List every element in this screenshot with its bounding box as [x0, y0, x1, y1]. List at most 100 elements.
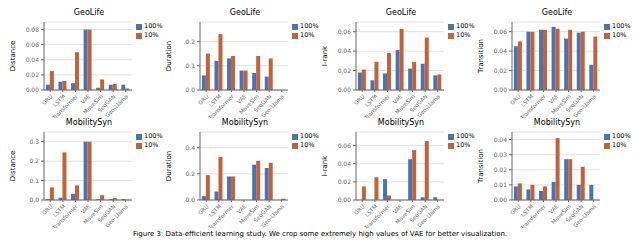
svg-text:MoveSim: MoveSim	[394, 203, 416, 226]
svg-text:0.06: 0.06	[494, 28, 508, 35]
svg-text:VAE: VAE	[391, 93, 404, 105]
html-text:Distance: Distance	[9, 40, 17, 72]
svg-text:0.1: 0.1	[29, 177, 39, 184]
svg-text:MoveSim: MoveSim	[394, 93, 416, 116]
svg-text:LSTM: LSTM	[51, 203, 67, 218]
svg-text:Transformer: Transformer	[207, 203, 236, 228]
svg-text:0.2: 0.2	[185, 38, 195, 45]
svg-text:0.02: 0.02	[338, 178, 352, 185]
svg-text:LSTM: LSTM	[207, 93, 223, 108]
svg-text:Transformer: Transformer	[51, 93, 80, 118]
svg-text:SeqGAN: SeqGAN	[408, 93, 429, 114]
svg-text:0.00: 0.00	[494, 86, 508, 93]
svg-text:0.00: 0.00	[26, 86, 40, 93]
svg-text:GRU: GRU	[40, 203, 54, 216]
svg-text:Geo-Llama: Geo-Llama	[572, 203, 597, 228]
svg-text:MoveSim: MoveSim	[238, 93, 260, 116]
svg-text:VAE: VAE	[79, 203, 92, 215]
html-text:MobilitySyn: MobilitySyn	[533, 118, 581, 127]
svg-text:LSTM: LSTM	[519, 93, 535, 108]
svg-text:Geo-Llama: Geo-Llama	[416, 203, 441, 228]
html-text:Duration: Duration	[165, 40, 173, 72]
svg-text:0.04: 0.04	[338, 160, 352, 167]
html-text:MobilitySyn: MobilitySyn	[65, 118, 113, 127]
svg-text:SeqGAN: SeqGAN	[96, 203, 117, 224]
svg-text:0.00: 0.00	[494, 196, 508, 203]
svg-text:0.08: 0.08	[26, 26, 40, 33]
svg-text:LSTM: LSTM	[363, 203, 379, 218]
svg-text:VAE: VAE	[547, 203, 560, 215]
svg-text:0.00: 0.00	[338, 196, 352, 203]
svg-text:0.06: 0.06	[338, 142, 352, 149]
svg-text:MoveSim: MoveSim	[82, 93, 104, 116]
svg-text:MoveSim: MoveSim	[238, 203, 260, 226]
svg-text:VAE: VAE	[547, 93, 560, 105]
svg-text:Geo-Llama: Geo-Llama	[260, 203, 285, 228]
svg-text:LSTM: LSTM	[363, 93, 379, 108]
svg-text:0.06: 0.06	[26, 41, 40, 48]
svg-text:Transformer: Transformer	[51, 203, 80, 228]
html-text:GeoLife: GeoLife	[73, 8, 105, 17]
svg-text:0.06: 0.06	[338, 28, 352, 35]
svg-text:Geo-Llama: Geo-Llama	[416, 93, 441, 118]
svg-text:GRU: GRU	[40, 93, 54, 106]
svg-text:0.02: 0.02	[494, 67, 508, 74]
svg-text:SeqGAN: SeqGAN	[564, 203, 585, 224]
svg-text:0.03: 0.03	[494, 151, 508, 158]
svg-text:LSTM: LSTM	[51, 93, 67, 108]
svg-text:Geo-Llama: Geo-Llama	[260, 93, 285, 118]
svg-text:GRU: GRU	[196, 203, 210, 216]
svg-text:Transformer: Transformer	[519, 203, 548, 228]
svg-text:0.02: 0.02	[26, 71, 40, 78]
svg-text:0.2: 0.2	[29, 157, 39, 164]
svg-text:0.2: 0.2	[185, 170, 195, 177]
svg-text:0.04: 0.04	[494, 136, 508, 143]
svg-text:VAE: VAE	[235, 93, 248, 105]
svg-text:VAE: VAE	[391, 203, 404, 215]
svg-text:0.0: 0.0	[185, 196, 195, 203]
svg-text:MoveSim: MoveSim	[82, 203, 104, 226]
svg-text:MoveSim: MoveSim	[550, 93, 572, 116]
html-text:MobilitySyn: MobilitySyn	[221, 118, 269, 127]
svg-text:0.1: 0.1	[185, 62, 195, 69]
svg-text:Geo-Llama: Geo-Llama	[572, 93, 597, 118]
svg-text:GRU: GRU	[352, 93, 366, 106]
svg-text:GRU: GRU	[508, 93, 522, 106]
svg-text:GRU: GRU	[196, 93, 210, 106]
svg-text:0.0: 0.0	[29, 196, 39, 203]
svg-text:Geo-Llama: Geo-Llama	[104, 203, 129, 228]
html-text:GeoLife: GeoLife	[385, 8, 417, 17]
svg-text:0.04: 0.04	[26, 56, 40, 63]
svg-text:VAE: VAE	[79, 93, 92, 105]
svg-text:0.02: 0.02	[338, 67, 352, 74]
html-text:GeoLife: GeoLife	[541, 8, 573, 17]
svg-text:0.00: 0.00	[338, 86, 352, 93]
svg-text:SeqGAN: SeqGAN	[564, 93, 585, 114]
svg-text:SeqGAN: SeqGAN	[408, 203, 429, 224]
svg-text:0.02: 0.02	[494, 166, 508, 173]
html-text:100%: 100%	[144, 22, 163, 30]
svg-text:LSTM: LSTM	[519, 203, 535, 218]
svg-text:0.04: 0.04	[338, 47, 352, 54]
svg-text:VAE: VAE	[235, 203, 248, 215]
svg-text:Transformer: Transformer	[363, 93, 392, 118]
svg-text:0.4: 0.4	[185, 144, 195, 151]
svg-text:SeqGAN: SeqGAN	[96, 93, 117, 114]
svg-text:0.3: 0.3	[29, 138, 39, 145]
svg-text:Transformer: Transformer	[519, 93, 548, 118]
svg-text:LSTM: LSTM	[207, 203, 223, 218]
svg-text:0.01: 0.01	[494, 181, 508, 188]
html-text:GeoLife: GeoLife	[229, 8, 261, 17]
svg-text:SeqGAN: SeqGAN	[252, 203, 273, 224]
svg-text:MoveSim: MoveSim	[550, 203, 572, 226]
html-text:10%: 10%	[144, 31, 159, 39]
svg-text:0.04: 0.04	[494, 47, 508, 54]
svg-text:Transformer: Transformer	[207, 93, 236, 118]
html-text:MobilitySyn: MobilitySyn	[377, 118, 425, 127]
svg-text:GRU: GRU	[352, 203, 366, 216]
svg-text:SeqGAN: SeqGAN	[252, 93, 273, 114]
svg-text:0.0: 0.0	[185, 86, 195, 93]
svg-text:Geo-Llama: Geo-Llama	[104, 93, 129, 118]
svg-text:GRU: GRU	[508, 203, 522, 216]
svg-text:Transformer: Transformer	[363, 203, 392, 228]
